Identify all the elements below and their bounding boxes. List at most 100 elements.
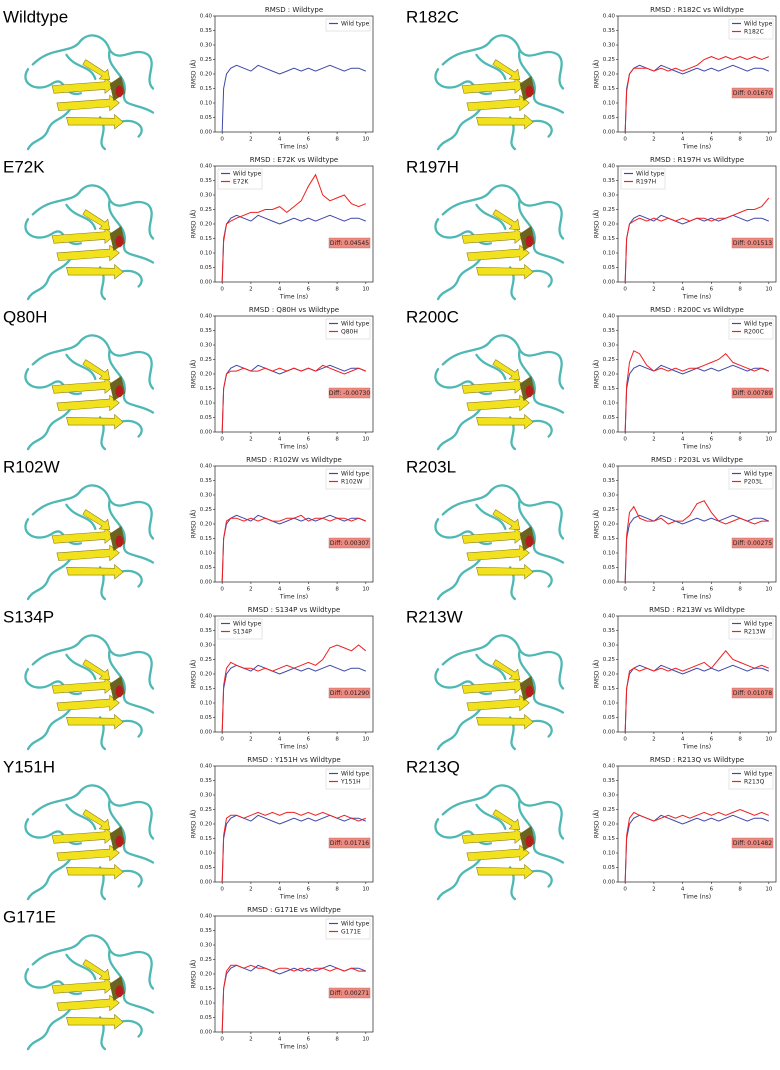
diff-box — [731, 387, 774, 399]
legend-label: Wild type — [744, 621, 773, 628]
y-tick-label: 0.10 — [200, 251, 213, 257]
diff-annotation: Diff: 0.04545 — [330, 240, 369, 247]
x-axis-label: Time (ns) — [682, 144, 711, 151]
y-tick-label: 0.00 — [200, 730, 213, 736]
y-tick-label: 0.10 — [603, 101, 616, 107]
rmsd-line — [624, 56, 770, 133]
x-tick-label: 6 — [710, 287, 714, 293]
y-tick-label: 0.10 — [200, 1001, 213, 1007]
panel-label: R182C — [406, 7, 459, 26]
rmsd-line — [221, 214, 367, 283]
diff-box — [731, 687, 774, 699]
panel-label: E72K — [3, 157, 45, 176]
y-tick-label: 0.10 — [200, 101, 213, 107]
diff-box — [328, 987, 371, 999]
y-tick-label: 0.10 — [200, 701, 213, 707]
x-tick-label: 10 — [765, 587, 772, 593]
y-tick-label: 0.15 — [200, 986, 213, 992]
y-tick-label: 0.30 — [200, 43, 213, 49]
y-tick-label: 0.10 — [603, 551, 616, 557]
y-axis-label: RMSD (Å) — [191, 60, 198, 88]
y-tick-label: 0.25 — [603, 507, 616, 513]
diff-annotation: Diff: 0.00789 — [733, 390, 772, 397]
rmsd-line — [221, 811, 367, 883]
y-tick-label: 0.10 — [603, 701, 616, 707]
legend-label: Wild type — [744, 471, 773, 478]
x-axis-label: Time (ns) — [279, 894, 308, 901]
y-tick-label: 0.25 — [200, 507, 213, 513]
y-axis-label: RMSD (Å) — [191, 360, 198, 388]
legend-label: Wild type — [341, 21, 370, 28]
x-tick-label: 6 — [710, 137, 714, 143]
y-tick-label: 0.35 — [200, 328, 213, 334]
diff-annotation: Diff: 0.00271 — [330, 990, 369, 997]
y-tick-label: 0.20 — [200, 522, 213, 528]
y-tick-label: 0.25 — [603, 57, 616, 63]
x-tick-label: 6 — [710, 887, 714, 893]
y-tick-label: 0.35 — [200, 778, 213, 784]
x-tick-label: 8 — [738, 737, 742, 743]
rmsd-line — [624, 664, 770, 733]
y-tick-label: 0.00 — [200, 1030, 213, 1036]
y-tick-label: 0.20 — [200, 972, 213, 978]
protein-structure — [24, 334, 155, 451]
y-tick-label: 0.15 — [200, 86, 213, 92]
y-tick-label: 0.05 — [200, 1015, 213, 1021]
x-tick-label: 0 — [220, 887, 224, 893]
chart-title: RMSD : Y151H vs Wildtype — [247, 756, 340, 764]
y-tick-label: 0.40 — [200, 614, 213, 620]
legend-label: S134P — [233, 629, 252, 636]
y-tick-label: 0.30 — [603, 343, 616, 349]
y-axis-label: RMSD (Å) — [594, 210, 601, 238]
protein-structure — [24, 934, 155, 1051]
x-tick-label: 6 — [307, 287, 311, 293]
legend-label: R213W — [744, 629, 766, 636]
y-tick-label: 0.30 — [603, 43, 616, 49]
y-axis-label: RMSD (Å) — [594, 360, 601, 388]
y-tick-label: 0.20 — [603, 822, 616, 828]
x-tick-label: 4 — [278, 437, 282, 443]
y-tick-label: 0.30 — [200, 343, 213, 349]
x-tick-label: 0 — [623, 437, 627, 443]
y-tick-label: 0.30 — [603, 793, 616, 799]
chart-title: RMSD : R200C vs Wildtype — [650, 306, 744, 314]
protein-structure — [434, 784, 565, 901]
y-tick-label: 0.05 — [603, 865, 616, 871]
plot-frame — [214, 15, 374, 133]
x-axis-label: Time (ns) — [279, 144, 308, 151]
x-tick-label: 2 — [652, 437, 656, 443]
chart-title: RMSD : R102W vs Wildtype — [246, 456, 342, 464]
x-tick-label: 10 — [362, 737, 369, 743]
y-tick-label: 0.10 — [603, 251, 616, 257]
legend-label: P203L — [744, 479, 763, 486]
legend-label: G171E — [341, 929, 361, 936]
x-tick-label: 4 — [681, 287, 685, 293]
legend-label: Wild type — [744, 771, 773, 778]
x-tick-label: 2 — [249, 887, 253, 893]
x-tick-label: 10 — [362, 887, 369, 893]
legend-label: R197H — [636, 179, 656, 186]
x-tick-label: 10 — [765, 137, 772, 143]
x-tick-label: 4 — [278, 587, 282, 593]
x-axis-label: Time (ns) — [279, 1044, 308, 1051]
y-tick-label: 0.15 — [200, 236, 213, 242]
x-tick-label: 4 — [681, 737, 685, 743]
y-tick-label: 0.35 — [200, 928, 213, 934]
chart-title: RMSD : Wildtype — [265, 6, 323, 14]
x-tick-label: 10 — [362, 1037, 369, 1043]
x-tick-label: 10 — [362, 287, 369, 293]
chart-title: RMSD : P203L vs Wildtype — [651, 456, 743, 464]
rmsd-line — [221, 814, 367, 883]
x-tick-label: 0 — [220, 287, 224, 293]
x-axis-label: Time (ns) — [279, 594, 308, 601]
y-tick-label: 0.40 — [603, 14, 616, 20]
panel-label: Y151H — [3, 757, 55, 776]
legend-label: Wild type — [341, 471, 370, 478]
y-tick-label: 0.30 — [603, 193, 616, 199]
rmsd-line — [221, 514, 367, 583]
x-tick-label: 6 — [307, 587, 311, 593]
y-tick-label: 0.40 — [603, 164, 616, 170]
y-tick-label: 0.25 — [200, 957, 213, 963]
legend-label: R102W — [341, 479, 363, 486]
